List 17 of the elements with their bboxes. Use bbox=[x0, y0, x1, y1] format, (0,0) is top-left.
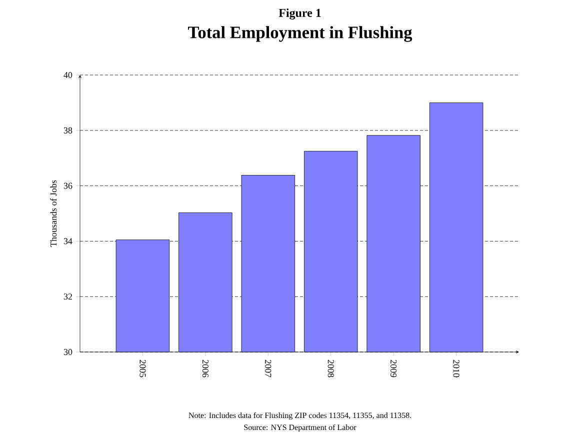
y-tick-label: 36 bbox=[64, 182, 72, 189]
y-tick-label: 30 bbox=[64, 348, 72, 356]
y-tick-label: 32 bbox=[64, 294, 72, 300]
text: Note: Includes data for Flushing ZIP codes 11354, 11355, and 11358. bbox=[188, 412, 412, 420]
x-tick-label: 2007 bbox=[265, 360, 272, 378]
y-tick-label: 40 bbox=[64, 72, 72, 78]
x-tick-label: 2005 bbox=[140, 360, 146, 378]
y-tick-label: 38 bbox=[64, 127, 72, 134]
y-axis-title: Thousands of Jobs bbox=[50, 180, 57, 247]
chart-subtitle: Figure 1 bbox=[278, 8, 321, 20]
chart-title: Total Employment in Flushing bbox=[188, 26, 412, 42]
x-tick-label: 2010 bbox=[453, 360, 460, 378]
x-tick-label: 2009 bbox=[390, 360, 397, 378]
source-note: Source: NYS Department of Labor bbox=[244, 424, 356, 432]
x-tick-label: 2008 bbox=[328, 360, 334, 378]
x-tick-label: 2006 bbox=[202, 360, 208, 378]
y-tick-label: 34 bbox=[64, 238, 72, 244]
